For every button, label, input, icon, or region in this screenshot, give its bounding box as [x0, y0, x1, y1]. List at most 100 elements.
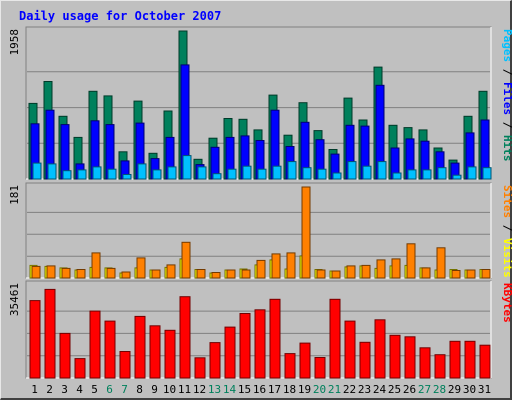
- x-label-day-2: 2: [46, 383, 53, 396]
- x-label-day-13: 13: [208, 383, 221, 396]
- x-label-day-1: 1: [31, 383, 38, 396]
- x-label-day-5: 5: [91, 383, 98, 396]
- x-label-day-4: 4: [76, 383, 83, 396]
- legend-entry-files: Files: [501, 82, 512, 115]
- x-label-day-27: 27: [418, 383, 431, 396]
- bar-sites-day-13: [211, 272, 221, 279]
- panel-top: 1958 Pages / Files / Hits: [8, 26, 512, 180]
- bar-sites-day-26: [406, 243, 416, 279]
- bar-pages-day-1: [32, 162, 42, 180]
- bar-sites-day-21: [331, 270, 341, 279]
- y-max-label: 1958: [8, 29, 21, 56]
- x-label-day-28: 28: [433, 383, 446, 396]
- bar-kbytes-day-31: [479, 344, 491, 379]
- x-label-day-16: 16: [253, 383, 266, 396]
- bar-pages-day-31: [482, 167, 492, 180]
- bar-kbytes-day-3: [59, 332, 71, 379]
- bar-sites-day-5: [91, 252, 101, 279]
- x-label-day-12: 12: [193, 383, 206, 396]
- bar-sites-day-25: [391, 258, 401, 279]
- bar-kbytes-day-24: [374, 319, 386, 379]
- bar-kbytes-day-4: [74, 358, 86, 379]
- bar-pages-day-9: [152, 169, 162, 180]
- x-label-day-8: 8: [136, 383, 143, 396]
- panels-layer: 1958 Pages / Files / Hits 181 Sites / Visit…: [8, 26, 512, 379]
- x-label-day-15: 15: [238, 383, 251, 396]
- x-label-day-14: 14: [223, 383, 237, 396]
- bar-kbytes-day-1: [29, 300, 41, 379]
- bar-sites-day-22: [346, 265, 356, 279]
- bar-kbytes-day-20: [314, 357, 326, 379]
- x-label-day-6: 6: [106, 383, 113, 396]
- bar-kbytes-day-27: [419, 347, 431, 379]
- bar-sites-day-24: [376, 259, 386, 279]
- bar-pages-day-18: [287, 161, 297, 180]
- bar-sites-day-7: [121, 271, 131, 279]
- x-label-day-3: 3: [61, 383, 68, 396]
- x-label-day-18: 18: [283, 383, 296, 396]
- bar-sites-day-16: [256, 259, 266, 279]
- x-label-day-25: 25: [388, 383, 401, 396]
- legend-separator: /: [501, 62, 512, 82]
- x-label-day-11: 11: [178, 383, 191, 396]
- bar-kbytes-day-11: [179, 296, 191, 379]
- bar-pages-day-8: [137, 163, 147, 180]
- bar-kbytes-day-12: [194, 357, 206, 379]
- bar-kbytes-day-26: [404, 336, 416, 379]
- legend-entry-visits: Visits: [501, 238, 512, 278]
- bar-kbytes-day-16: [254, 309, 266, 379]
- bar-kbytes-day-29: [449, 340, 461, 379]
- bar-kbytes-day-6: [104, 320, 116, 379]
- bar-kbytes-day-22: [344, 320, 356, 379]
- bar-sites-day-18: [286, 252, 296, 279]
- bar-kbytes-day-21: [329, 298, 341, 379]
- bar-pages-day-13: [212, 173, 222, 180]
- bar-sites-day-3: [61, 267, 71, 279]
- bar-pages-day-20: [317, 168, 327, 180]
- bar-sites-day-12: [196, 269, 206, 279]
- x-label-day-24: 24: [373, 383, 387, 396]
- bar-pages-day-4: [77, 169, 87, 180]
- y-max-label: 181: [8, 185, 21, 205]
- bar-pages-day-24: [377, 161, 387, 180]
- legend-entry-hits: Hits: [501, 135, 512, 162]
- bar-sites-day-15: [241, 269, 251, 279]
- y-max-label: 35461: [8, 283, 21, 316]
- legend-top: Pages / Files / Hits: [501, 29, 512, 162]
- x-axis-labels: 1 2 3 4 5 6 7 8 9 10 11 12 13 14 15 16 17 18 19 20 21 22 23 24 2…: [31, 383, 491, 396]
- bar-sites-day-9: [151, 269, 161, 279]
- legend-separator: /: [501, 115, 512, 135]
- x-label-day-30: 30: [463, 383, 476, 396]
- bar-pages-day-12: [197, 166, 207, 180]
- x-label-day-9: 9: [151, 383, 158, 396]
- bar-kbytes-day-9: [149, 325, 161, 379]
- bar-kbytes-day-5: [89, 310, 101, 379]
- bar-sites-day-30: [466, 269, 476, 279]
- bar-sites-day-4: [76, 269, 86, 279]
- bar-pages-day-25: [392, 172, 402, 180]
- panel-middle: 181 Sites / Visits: [8, 182, 512, 279]
- bar-pages-day-3: [62, 170, 72, 180]
- x-label-day-29: 29: [448, 383, 461, 396]
- bar-pages-day-17: [272, 165, 282, 180]
- bar-kbytes-day-17: [269, 298, 281, 379]
- x-label-day-26: 26: [403, 383, 416, 396]
- bar-kbytes-day-18: [284, 353, 296, 379]
- bar-pages-day-7: [122, 174, 132, 180]
- x-label-day-21: 21: [328, 383, 341, 396]
- bar-sites-day-6: [106, 267, 116, 279]
- legend-entry-kbytes: KBytes: [501, 283, 512, 323]
- bar-sites-day-8: [136, 257, 146, 279]
- bar-pages-day-15: [242, 165, 252, 180]
- bar-kbytes-day-28: [434, 354, 446, 379]
- bar-kbytes-day-19: [299, 342, 311, 379]
- bar-pages-day-27: [422, 169, 432, 180]
- bar-pages-day-19: [302, 167, 312, 180]
- x-label-day-7: 7: [121, 383, 128, 396]
- bar-kbytes-day-14: [224, 326, 236, 379]
- bar-kbytes-day-10: [164, 329, 176, 379]
- bar-pages-day-21: [332, 172, 342, 180]
- bar-sites-day-20: [316, 269, 326, 279]
- bar-kbytes-day-15: [239, 313, 251, 379]
